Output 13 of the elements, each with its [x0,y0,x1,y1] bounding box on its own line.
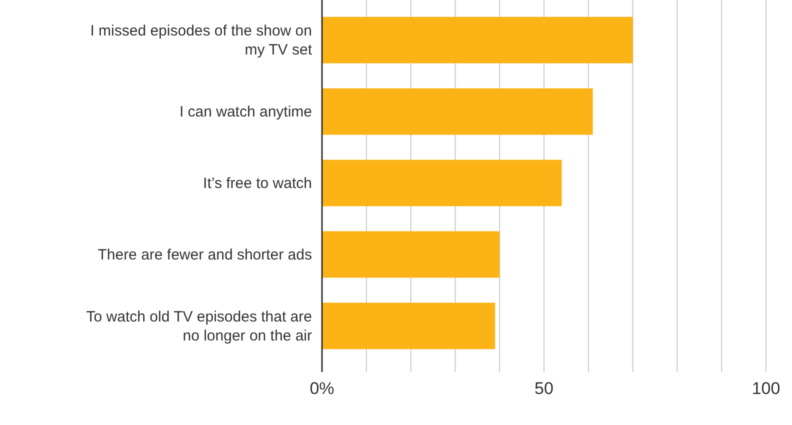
bar [322,88,593,135]
y-tick-label: It’s free to watch [203,175,312,192]
y-tick-label: There are fewer and shorter ads [98,246,312,264]
x-tick-label: 100 [752,379,780,398]
bar [322,231,500,278]
y-tick-label: I can watch anytime [179,104,312,121]
x-tick-label: 0% [310,379,334,398]
y-tick-label: I missed episodes of the show on my TV set [90,22,313,59]
bar [322,16,633,64]
bar [322,302,496,350]
y-tick-label: To watch old TV episodes that are no longer on the air [86,308,312,344]
bar [322,160,562,206]
x-tick-label: 50 [534,379,554,398]
